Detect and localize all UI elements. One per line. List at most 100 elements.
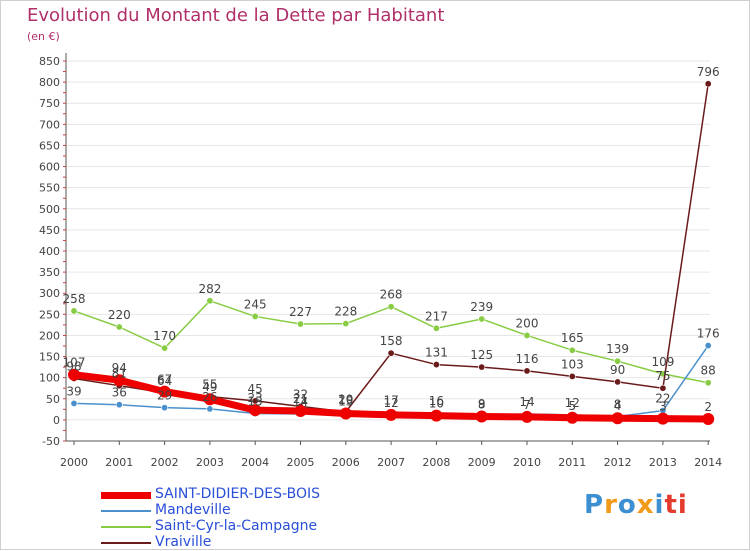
x-tick-label: 2007	[377, 456, 405, 469]
data-point	[478, 315, 486, 323]
data-label: 88	[701, 364, 716, 378]
x-tick-label: 2009	[468, 456, 496, 469]
data-label: 32	[293, 387, 308, 401]
data-point	[611, 412, 624, 425]
y-tick-label: 850	[39, 55, 60, 68]
y-tick-label: 400	[39, 245, 60, 258]
data-label: 26	[202, 390, 217, 404]
data-label: 15	[338, 395, 353, 409]
y-tick-label: 800	[39, 76, 60, 89]
x-tick-label: 2008	[422, 456, 450, 469]
data-label: 39	[66, 384, 81, 398]
x-tick-label: 2006	[332, 456, 360, 469]
x-tick-label: 2002	[151, 456, 179, 469]
data-label: 282	[198, 282, 221, 296]
data-point	[523, 331, 531, 339]
data-label: 268	[380, 288, 403, 302]
data-point	[702, 413, 715, 426]
x-tick-label: 2013	[649, 456, 677, 469]
data-label: 64	[157, 374, 172, 388]
data-label: 109	[651, 355, 674, 369]
y-tick-label: 200	[39, 329, 60, 342]
data-point	[342, 320, 350, 328]
data-point	[161, 344, 169, 352]
logo-letter: i	[654, 490, 665, 520]
data-point	[521, 410, 533, 423]
logo-letter: r	[604, 490, 618, 520]
data-label: 9	[478, 397, 486, 411]
x-tick-label: 2012	[604, 456, 632, 469]
y-tick-label: 550	[39, 182, 60, 195]
chart-title: Evolution du Montant de la Dette par Hab…	[27, 5, 445, 26]
data-point	[339, 407, 352, 420]
data-point	[704, 342, 712, 350]
data-point	[614, 378, 622, 386]
logo-letter: x	[636, 490, 655, 520]
data-point	[206, 297, 214, 305]
legend-item-vraiville[interactable]: Vraiville	[101, 534, 441, 551]
x-tick-label: 2003	[196, 456, 224, 469]
data-point	[251, 312, 259, 320]
legend-item-saint-cyr[interactable]: Saint-Cyr-la-Campagne	[101, 518, 441, 535]
logo-letter: o	[617, 490, 637, 520]
data-label: 200	[516, 316, 539, 330]
y-tick-label: 0	[53, 414, 60, 427]
data-point	[566, 411, 579, 424]
x-tick-label: 2001	[105, 456, 133, 469]
data-point	[70, 399, 78, 407]
data-point	[432, 324, 440, 332]
data-point	[294, 405, 307, 418]
data-label: 55	[202, 378, 217, 392]
data-point	[568, 372, 576, 380]
data-label: 8	[478, 398, 486, 412]
data-point	[430, 409, 443, 422]
data-point	[387, 303, 395, 311]
x-tick-label: 2005	[287, 456, 315, 469]
data-label: 81	[112, 367, 127, 381]
data-label: 67	[157, 373, 172, 387]
data-label: 217	[425, 309, 448, 323]
legend-swatch	[101, 526, 151, 528]
legend-swatch	[101, 542, 151, 544]
data-point	[158, 385, 171, 398]
data-point	[523, 367, 531, 375]
data-label: 8	[614, 398, 622, 412]
data-label: 90	[610, 363, 625, 377]
data-label: 21	[293, 392, 308, 406]
legend-label: Mandeville	[155, 502, 231, 518]
legend-item-mandeville[interactable]: Mandeville	[101, 502, 441, 519]
data-label: 14	[519, 395, 534, 409]
data-point	[568, 346, 576, 354]
data-label: 15	[248, 395, 263, 409]
data-label: 49	[202, 380, 217, 394]
x-tick-label: 2011	[558, 456, 586, 469]
data-label: 94	[112, 361, 127, 375]
data-label: 12	[565, 396, 580, 410]
data-label: 7	[523, 398, 531, 412]
data-point	[387, 349, 395, 357]
data-label: 158	[380, 334, 403, 348]
data-label: 220	[108, 308, 131, 322]
data-point	[475, 410, 488, 423]
y-tick-label: 150	[39, 351, 60, 364]
legend-label: Vraiville	[155, 534, 212, 550]
legend-label: Saint-Cyr-la-Campagne	[155, 518, 318, 534]
legend-item-saint-didier[interactable]: SAINT-DIDIER-DES-BOIS	[101, 486, 441, 503]
data-point	[161, 404, 169, 412]
data-label: 36	[112, 386, 127, 400]
data-label: 245	[244, 297, 267, 311]
data-label: 176	[697, 327, 720, 341]
data-point	[385, 408, 398, 421]
x-tick-label: 2014	[694, 456, 722, 469]
data-label: 125	[470, 348, 493, 362]
y-tick-label: 350	[39, 266, 60, 279]
data-point	[203, 393, 216, 406]
data-label: 5	[568, 399, 576, 413]
data-point	[659, 384, 667, 392]
legend-swatch	[101, 510, 151, 512]
x-tick-label: 2010	[513, 456, 541, 469]
data-label: 75	[655, 369, 670, 383]
data-label: 23	[248, 391, 263, 405]
data-point	[656, 412, 669, 425]
